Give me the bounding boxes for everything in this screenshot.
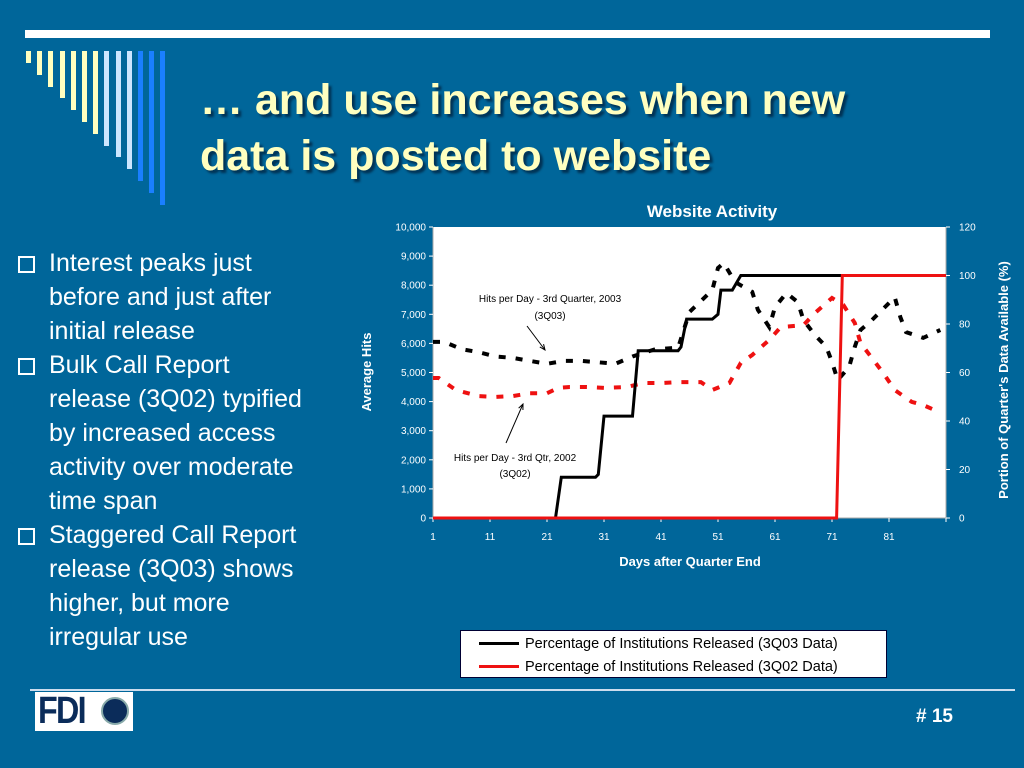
top-rule	[25, 30, 990, 38]
annotation-arrow	[526, 325, 546, 351]
bullet-line: initial release	[49, 317, 195, 345]
bullet-line: Bulk Call Report	[49, 351, 230, 379]
title-line-2: data is posted to website	[200, 132, 712, 180]
x-tick-label: 11	[485, 532, 496, 543]
bullet-line: release (3Q02) typified	[49, 385, 302, 413]
fdic-logo: FDI	[35, 692, 133, 731]
chart-title: Website Activity	[647, 202, 778, 221]
arrowhead-icon	[518, 402, 524, 411]
legend-label: Percentage of Institutions Released (3Q0…	[525, 635, 838, 652]
x-tick-label: 51	[712, 532, 724, 543]
x-tick-label: 61	[769, 532, 781, 543]
bullet-line: higher, but more	[49, 589, 230, 617]
stripe	[70, 51, 76, 111]
y-tick-label: 5,000	[401, 368, 426, 379]
bullet-box-icon	[18, 528, 35, 545]
bullet-box-icon	[18, 256, 35, 273]
y-right-tick-label: 120	[959, 223, 976, 234]
bullet-item: Interest peaks just before and just after…	[18, 246, 348, 348]
y-tick-label: 3,000	[401, 426, 426, 437]
y-right-tick-label: 60	[959, 368, 971, 379]
y-right-tick-label: 40	[959, 417, 971, 428]
legend-swatch-black	[479, 642, 519, 645]
legend-item-3q03: Percentage of Institutions Released (3Q0…	[461, 633, 886, 654]
legend-swatch-red	[479, 665, 519, 668]
stripe	[48, 51, 54, 87]
bullet-line: Interest peaks just	[49, 249, 252, 277]
y-tick-label: 1,000	[401, 484, 426, 495]
stripe	[26, 51, 31, 63]
y-tick-label: 9,000	[401, 252, 426, 263]
y-tick-label: 7,000	[401, 310, 426, 321]
seal-icon	[101, 697, 129, 725]
bullet-line: activity over moderate	[49, 453, 294, 481]
bullet-line: time span	[49, 487, 158, 515]
bullet-line: release (3Q03) shows	[49, 555, 294, 583]
annotation-text: Hits per Day - 3rd Qtr, 2002	[454, 453, 577, 464]
x-axis-label: Days after Quarter End	[619, 554, 761, 569]
stripe	[59, 51, 65, 99]
legend-item-3q02: Percentage of Institutions Released (3Q0…	[461, 656, 886, 677]
y-tick-label: 2,000	[401, 455, 426, 466]
y-axis-label: Average Hits	[359, 333, 374, 412]
page-number: # 15	[916, 706, 953, 727]
y-tick-label: 8,000	[401, 281, 426, 292]
x-tick-label: 81	[883, 532, 895, 543]
legend-label: Percentage of Institutions Released (3Q0…	[525, 658, 838, 675]
stripe	[93, 51, 99, 134]
stripe	[104, 51, 110, 146]
series-line-3	[433, 274, 946, 520]
y-right-axis-label: Portion of Quarter's Data Available (%)	[996, 261, 1011, 499]
bottom-rule	[30, 689, 1015, 691]
bullet-item: Bulk Call Report release (3Q02) typified b…	[18, 348, 348, 518]
bullet-line: before and just after	[49, 283, 272, 311]
y-tick-label: 10,000	[395, 223, 426, 234]
x-tick-label: 21	[541, 532, 553, 543]
annotation-arrow	[505, 403, 524, 444]
slide-title: … and use increases when new data is pos…	[200, 72, 1000, 184]
stripe	[115, 51, 121, 158]
bullet-box-icon	[18, 358, 35, 375]
annotation-text: (3Q03)	[534, 311, 565, 322]
stripe	[160, 51, 166, 205]
bullet-line: Staggered Call Report	[49, 521, 297, 549]
x-tick-label: 31	[598, 532, 610, 543]
x-tick-label: 41	[655, 532, 667, 543]
bullet-line: irregular use	[49, 623, 188, 651]
title-line-1: … and use increases when new	[200, 76, 846, 124]
chart-legend: Percentage of Institutions Released (3Q0…	[460, 630, 887, 678]
y-tick-label: 4,000	[401, 397, 426, 408]
y-right-tick-label: 80	[959, 320, 971, 331]
y-tick-label: 0	[420, 514, 426, 525]
x-tick-label: 1	[430, 532, 436, 543]
series-line-0	[433, 260, 942, 385]
stripe	[138, 51, 143, 181]
y-right-tick-label: 20	[959, 465, 971, 476]
y-tick-label: 6,000	[401, 339, 426, 350]
stripe	[37, 51, 43, 75]
bullet-line: by increased access	[49, 419, 276, 447]
x-tick-label: 71	[826, 532, 838, 543]
stripe	[126, 51, 132, 170]
arrowhead-icon	[539, 344, 546, 352]
y-right-tick-label: 0	[959, 514, 965, 525]
bullet-list: Interest peaks just before and just after…	[18, 246, 348, 654]
series-line-2	[433, 274, 946, 520]
stripe	[149, 51, 155, 193]
stripe	[82, 51, 87, 122]
annotation-text: Hits per Day - 3rd Quarter, 2003	[479, 294, 622, 305]
annotation-text: (3Q02)	[499, 469, 530, 480]
bullet-item: Staggered Call Report release (3Q03) show…	[18, 518, 348, 654]
y-right-tick-label: 100	[959, 271, 976, 282]
